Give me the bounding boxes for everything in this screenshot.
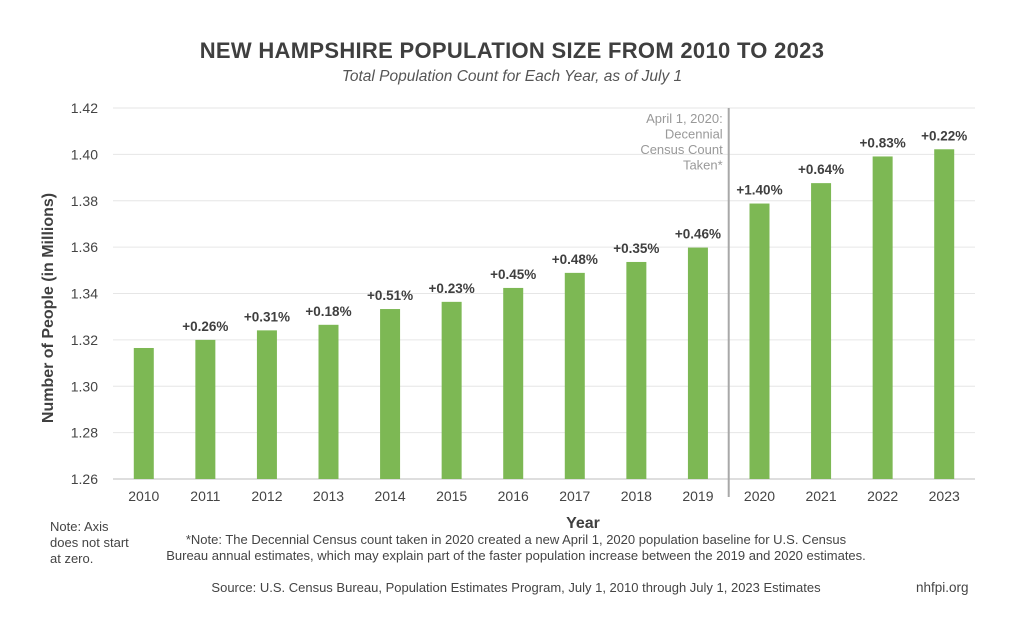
y-tick-label: 1.34 [71,286,98,302]
x-tick-label-2018: 2018 [621,488,652,504]
bar-2013 [318,324,339,479]
source-line: Source: U.S. Census Bureau, Population E… [211,580,821,595]
site-url: nhfpi.org [916,580,969,595]
data-label-2019: +0.46% [675,227,721,242]
bar-2010 [133,347,154,479]
y-axis-title: Number of People (in Millions) [40,193,57,423]
y-tick-label: 1.40 [71,146,98,162]
data-label-2012: +0.31% [244,309,290,324]
data-label-2011: +0.26% [182,319,228,334]
data-label-2022: +0.83% [860,135,906,150]
data-label-2015: +0.23% [429,281,475,296]
census-annotation-line: April 1, 2020: [646,111,723,126]
x-tick-label-2010: 2010 [128,488,159,504]
census-annotation-line: Decennial [665,127,723,142]
bar-2023 [934,149,955,479]
x-tick-label-2022: 2022 [867,488,898,504]
data-label-2020: +1.40% [736,183,782,198]
census-annotation-line: Census Count [640,142,723,157]
bar-2022 [872,156,893,480]
data-label-2017: +0.48% [552,252,598,267]
bar-2017 [564,272,585,479]
x-tick-label-2021: 2021 [805,488,836,504]
x-tick-label-2011: 2011 [190,488,220,504]
bar-2019 [687,247,708,479]
y-tick-label: 1.32 [71,332,98,348]
x-tick-label-2014: 2014 [374,488,405,504]
chart-title: NEW HAMPSHIRE POPULATION SIZE FROM 2010 … [199,38,825,63]
data-label-2014: +0.51% [367,288,413,303]
x-tick-label-2012: 2012 [251,488,282,504]
x-tick-label-2020: 2020 [744,488,775,504]
x-axis-title: Year [566,515,600,532]
x-tick-label-2019: 2019 [682,488,713,504]
chart-subtitle: Total Population Count for Each Year, as… [341,68,683,85]
x-tick-label-2015: 2015 [436,488,467,504]
bar-2011 [195,339,216,479]
y-tick-label: 1.42 [71,100,98,116]
bar-2014 [380,309,401,479]
x-tick-label-2017: 2017 [559,488,590,504]
y-tick-label: 1.36 [71,239,98,255]
bar-2016 [503,287,524,479]
bar-2015 [441,301,462,479]
data-label-2023: +0.22% [921,128,967,143]
y-tick-label: 1.26 [71,471,98,487]
bar-2018 [626,261,647,479]
data-label-2018: +0.35% [613,241,659,256]
census-annotation-line: Taken* [683,158,723,173]
bar-2012 [256,330,277,479]
x-tick-label-2013: 2013 [313,488,344,504]
data-label-2016: +0.45% [490,267,536,282]
y-tick-label: 1.28 [71,425,98,441]
y-tick-label: 1.38 [71,193,98,209]
x-tick-label-2023: 2023 [929,488,960,504]
data-label-2013: +0.18% [305,304,351,319]
data-label-2021: +0.64% [798,162,844,177]
footnote: *Note: The Decennial Census count taken … [166,532,866,563]
x-tick-label-2016: 2016 [498,488,529,504]
bar-2021 [811,183,832,479]
axis-note: Note: Axis does not start at zero. [50,519,129,566]
bar-2020 [749,203,770,479]
y-tick-label: 1.30 [71,378,98,394]
